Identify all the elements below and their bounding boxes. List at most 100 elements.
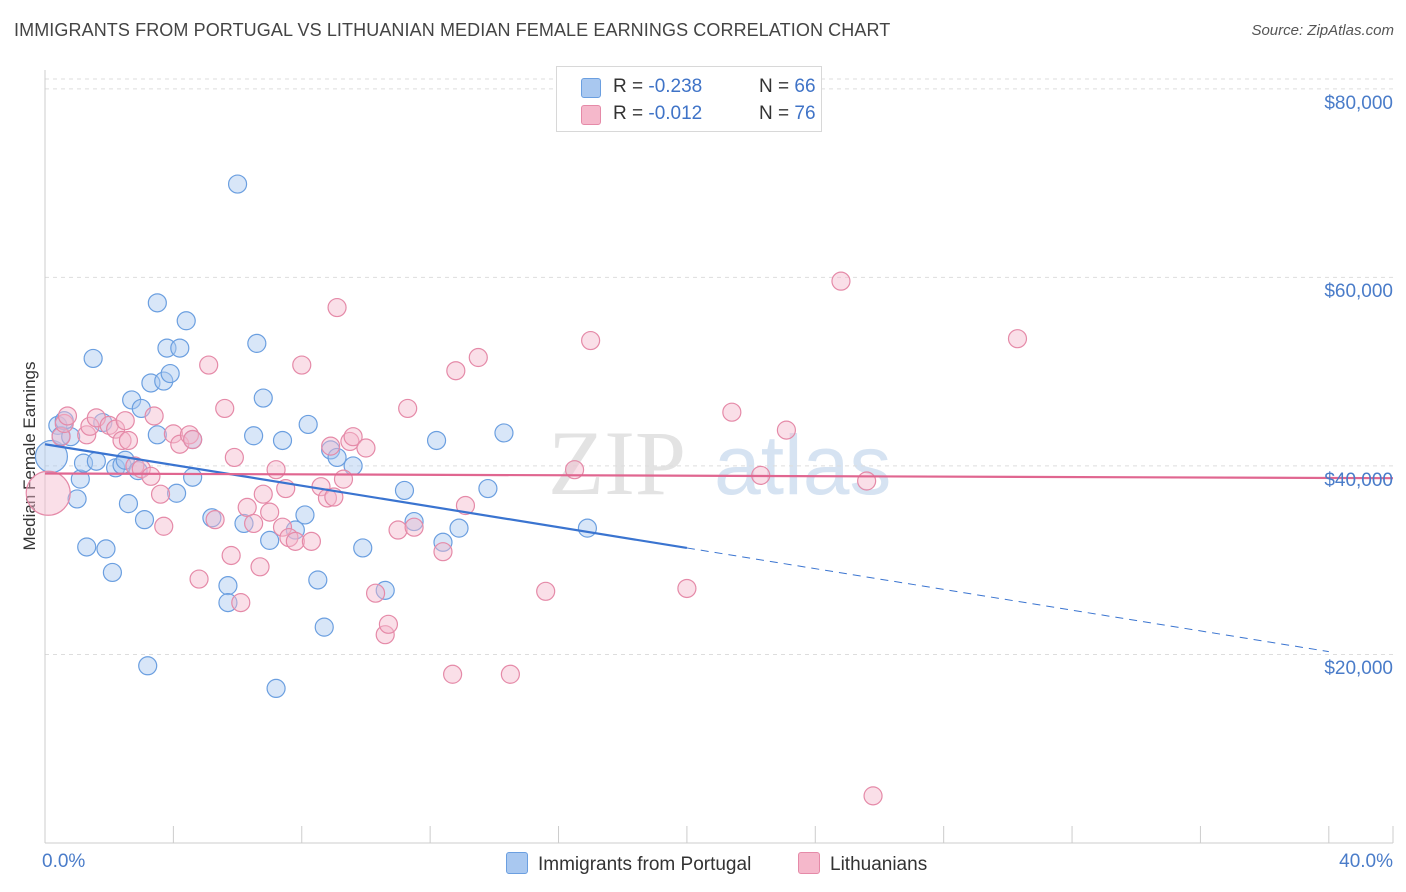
- data-point: [253, 484, 273, 504]
- data-point: [163, 424, 183, 444]
- data-point: [831, 271, 851, 291]
- data-point: [375, 625, 395, 645]
- data-point: [234, 513, 254, 534]
- data-point: [321, 436, 341, 456]
- data-point: [205, 510, 225, 530]
- data-point: [285, 531, 305, 551]
- data-point: [266, 678, 286, 699]
- data-point: [500, 664, 520, 684]
- data-point: [536, 581, 556, 601]
- data-point: [115, 411, 135, 431]
- data-point: [449, 518, 469, 538]
- data-point: [327, 297, 347, 318]
- data-point: [581, 330, 601, 351]
- bottom-legend-label-portugal: Immigrants from Portugal: [538, 854, 752, 875]
- x-tick-min: 0.0%: [42, 851, 86, 872]
- data-point: [147, 425, 167, 445]
- data-point: [398, 398, 418, 419]
- watermark-atlas: atlas: [714, 418, 891, 512]
- series-portugal: [34, 174, 598, 699]
- data-point: [134, 510, 155, 530]
- bottom-legend-swatch-portugal: [506, 852, 528, 874]
- data-point: [260, 530, 280, 550]
- data-point: [260, 502, 280, 522]
- data-point: [314, 617, 334, 637]
- data-point: [112, 430, 132, 451]
- data-point: [147, 293, 167, 313]
- data-point: [86, 451, 106, 471]
- data-point: [218, 576, 238, 596]
- data-point: [343, 427, 363, 447]
- data-point: [166, 483, 187, 503]
- data-point: [863, 786, 883, 806]
- data-point: [455, 495, 476, 516]
- data-point: [446, 361, 466, 381]
- data-point: [776, 420, 797, 440]
- bottom-legend-swatch-lithuanians: [798, 852, 820, 874]
- data-point: [272, 430, 293, 451]
- data-point: [272, 517, 293, 537]
- data-point: [244, 426, 264, 446]
- gridlines: [45, 78, 1393, 655]
- data-point: [189, 569, 209, 589]
- data-point: [144, 406, 164, 426]
- data-point: [141, 466, 161, 486]
- data-point: [231, 593, 251, 613]
- data-point: [250, 557, 270, 577]
- data-point: [83, 348, 103, 369]
- data-point: [857, 471, 877, 491]
- data-point: [266, 460, 286, 480]
- data-point: [443, 664, 463, 684]
- data-point: [722, 402, 742, 422]
- data-point: [237, 497, 257, 518]
- data-point: [478, 478, 498, 499]
- series-lithuanians: [25, 271, 1028, 806]
- data-point: [96, 539, 116, 559]
- legend-swatch-portugal: [581, 78, 601, 98]
- data-point: [394, 480, 415, 501]
- data-point: [433, 542, 453, 562]
- data-point: [301, 531, 321, 551]
- y-tick-label: $20,000: [1324, 658, 1393, 680]
- data-point: [1007, 329, 1028, 349]
- axes: [44, 70, 1394, 844]
- legend-n: N = 76: [759, 103, 816, 124]
- data-point: [176, 311, 196, 331]
- trend-line-portugal-extension: [686, 547, 1329, 653]
- data-point: [333, 469, 354, 489]
- data-point: [353, 538, 373, 558]
- data-point: [577, 518, 598, 538]
- data-point: [77, 537, 97, 557]
- bottom-legend-label-lithuanians: Lithuanians: [830, 854, 928, 875]
- data-point: [221, 545, 241, 566]
- data-point: [150, 484, 171, 504]
- bottom-legend-lithuanians: Lithuanians: [798, 852, 927, 876]
- trend-line-portugal: [44, 443, 688, 550]
- data-point: [183, 429, 203, 450]
- bottom-legend-portugal: Immigrants from Portugal: [506, 852, 751, 876]
- data-point: [247, 333, 267, 353]
- data-point: [365, 583, 386, 603]
- chart-title: IMMIGRANTS FROM PORTUGAL VS LITHUANIAN M…: [14, 20, 891, 40]
- data-point: [183, 467, 203, 487]
- data-point: [327, 447, 347, 468]
- data-point: [224, 447, 244, 468]
- data-point: [25, 470, 71, 516]
- data-point: [298, 414, 318, 435]
- data-point: [67, 489, 87, 509]
- data-point: [118, 430, 139, 451]
- data-point: [564, 460, 585, 480]
- data-point: [202, 508, 222, 528]
- y-tick-label: $80,000: [1324, 92, 1393, 114]
- data-point: [154, 516, 174, 536]
- data-point: [160, 363, 180, 384]
- y-tick-label: $40,000: [1324, 469, 1393, 491]
- data-point: [308, 570, 328, 590]
- legend-n: N = 66: [759, 76, 816, 97]
- correlation-legend: R = -0.238 N = 66 R = -0.012 N = 76: [556, 66, 822, 132]
- data-point: [426, 430, 447, 451]
- data-point: [227, 174, 248, 194]
- data-point: [388, 520, 408, 540]
- watermark: ZIP atlas: [548, 412, 891, 514]
